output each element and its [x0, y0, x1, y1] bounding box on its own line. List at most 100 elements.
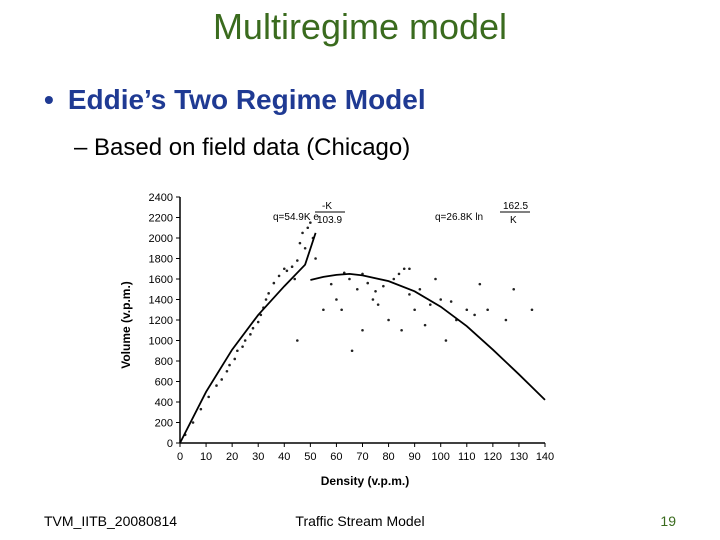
main-bullet: • Eddie’s Two Regime Model — [44, 84, 426, 116]
x-tick-label: 30 — [252, 451, 264, 463]
right-eq-den: K — [510, 215, 517, 226]
data-point — [251, 326, 255, 330]
data-point — [322, 308, 325, 312]
data-point — [290, 265, 294, 268]
data-point — [301, 231, 304, 235]
x-tick-label: 20 — [226, 451, 238, 463]
x-tick-label: 110 — [458, 451, 476, 463]
data-point — [402, 267, 406, 271]
data-point — [434, 277, 437, 281]
data-point — [314, 257, 317, 260]
x-tick-label: 60 — [330, 451, 342, 463]
data-point — [486, 308, 489, 312]
data-point — [504, 318, 508, 322]
footer-center: Traffic Stream Model — [295, 513, 425, 529]
data-point — [236, 349, 239, 353]
y-tick-label: 2200 — [149, 213, 173, 225]
data-point — [371, 298, 375, 301]
data-point — [449, 300, 453, 303]
left-eq-prefix: q=54.9K e — [273, 212, 319, 223]
data-point — [335, 298, 338, 301]
y-tick-label: 1000 — [149, 336, 173, 348]
page-number: 19 — [660, 513, 676, 529]
data-point — [348, 277, 351, 281]
y-tick-label: 200 — [155, 418, 173, 430]
y-tick-label: 0 — [167, 438, 173, 450]
data-point — [392, 277, 396, 281]
data-point — [259, 313, 263, 317]
x-tick-label: 0 — [177, 451, 183, 463]
data-point — [397, 272, 401, 276]
y-tick-label: 1200 — [149, 315, 173, 327]
data-point — [243, 339, 247, 342]
data-point — [296, 339, 299, 342]
y-tick-label: 1400 — [149, 295, 173, 307]
x-tick-label: 90 — [409, 451, 421, 463]
data-point — [376, 303, 380, 306]
x-tick-label: 70 — [356, 451, 368, 463]
x-tick-label: 10 — [200, 451, 212, 463]
chart-axes — [179, 197, 545, 444]
logarithmic-fit-line — [310, 272, 546, 401]
chart-fit-lines — [179, 232, 546, 444]
data-point — [296, 259, 299, 262]
data-point — [423, 323, 427, 327]
data-point — [512, 287, 516, 291]
data-point — [418, 287, 422, 291]
data-point — [444, 339, 448, 342]
data-point — [272, 281, 276, 285]
data-point — [413, 308, 416, 312]
y-tick-label: 2000 — [149, 233, 173, 245]
data-point — [408, 267, 411, 271]
data-point — [473, 313, 476, 317]
slide-title: Multiregime model — [212, 6, 508, 47]
data-point — [374, 290, 377, 293]
footer-left: TVM_IITB_20080814 — [44, 513, 178, 529]
y-tick-label: 1600 — [149, 274, 173, 286]
data-point — [249, 333, 252, 336]
data-point — [350, 349, 354, 353]
data-point — [199, 407, 203, 411]
left-equation: q=54.9K e -K 103.9 — [273, 201, 345, 226]
y-tick-label: 800 — [155, 356, 173, 368]
data-point — [428, 303, 432, 306]
sub-bullet: – Based on field data (Chicago) — [74, 134, 410, 162]
data-point — [382, 284, 385, 288]
data-point — [293, 277, 297, 281]
data-point — [465, 308, 469, 312]
data-point — [306, 226, 310, 230]
left-eq-exp-num: -K — [322, 201, 332, 212]
data-point — [309, 221, 312, 224]
data-point — [191, 421, 195, 424]
data-point — [264, 298, 268, 301]
y-tick-label: 600 — [155, 377, 173, 389]
y-axis-label: Volume (v.p.m.) — [119, 281, 133, 369]
data-point — [277, 274, 281, 278]
sub-bullet-marker: – — [74, 134, 88, 161]
data-point — [361, 328, 364, 332]
data-point — [329, 282, 333, 286]
x-tick-label: 50 — [304, 451, 316, 463]
main-bullet-text: Eddie’s Two Regime Model — [67, 84, 426, 115]
data-point — [285, 269, 289, 273]
data-point — [366, 281, 370, 285]
x-tick-label: 140 — [536, 451, 554, 463]
x-axis-label: Density (v.p.m.) — [321, 474, 409, 488]
right-eq-prefix: q=26.8K ln — [435, 212, 483, 223]
volume-density-chart: 0200400600800100012001400160018002000220… — [119, 192, 554, 488]
data-point — [408, 293, 411, 296]
sub-bullet-text: Based on field data (Chicago) — [94, 134, 411, 161]
chart-points — [183, 221, 534, 437]
data-point — [233, 357, 237, 361]
y-tick-label: 1800 — [149, 254, 173, 266]
x-tick-label: 100 — [432, 451, 450, 463]
data-point — [530, 308, 534, 312]
data-point — [355, 287, 359, 291]
data-point — [478, 282, 482, 286]
y-tick-label: 400 — [155, 397, 173, 409]
exponential-fit-line — [179, 232, 317, 444]
left-eq-exp-den: 103.9 — [317, 215, 342, 226]
x-tick-label: 40 — [278, 451, 290, 463]
data-point — [225, 369, 229, 373]
data-point — [282, 267, 286, 271]
